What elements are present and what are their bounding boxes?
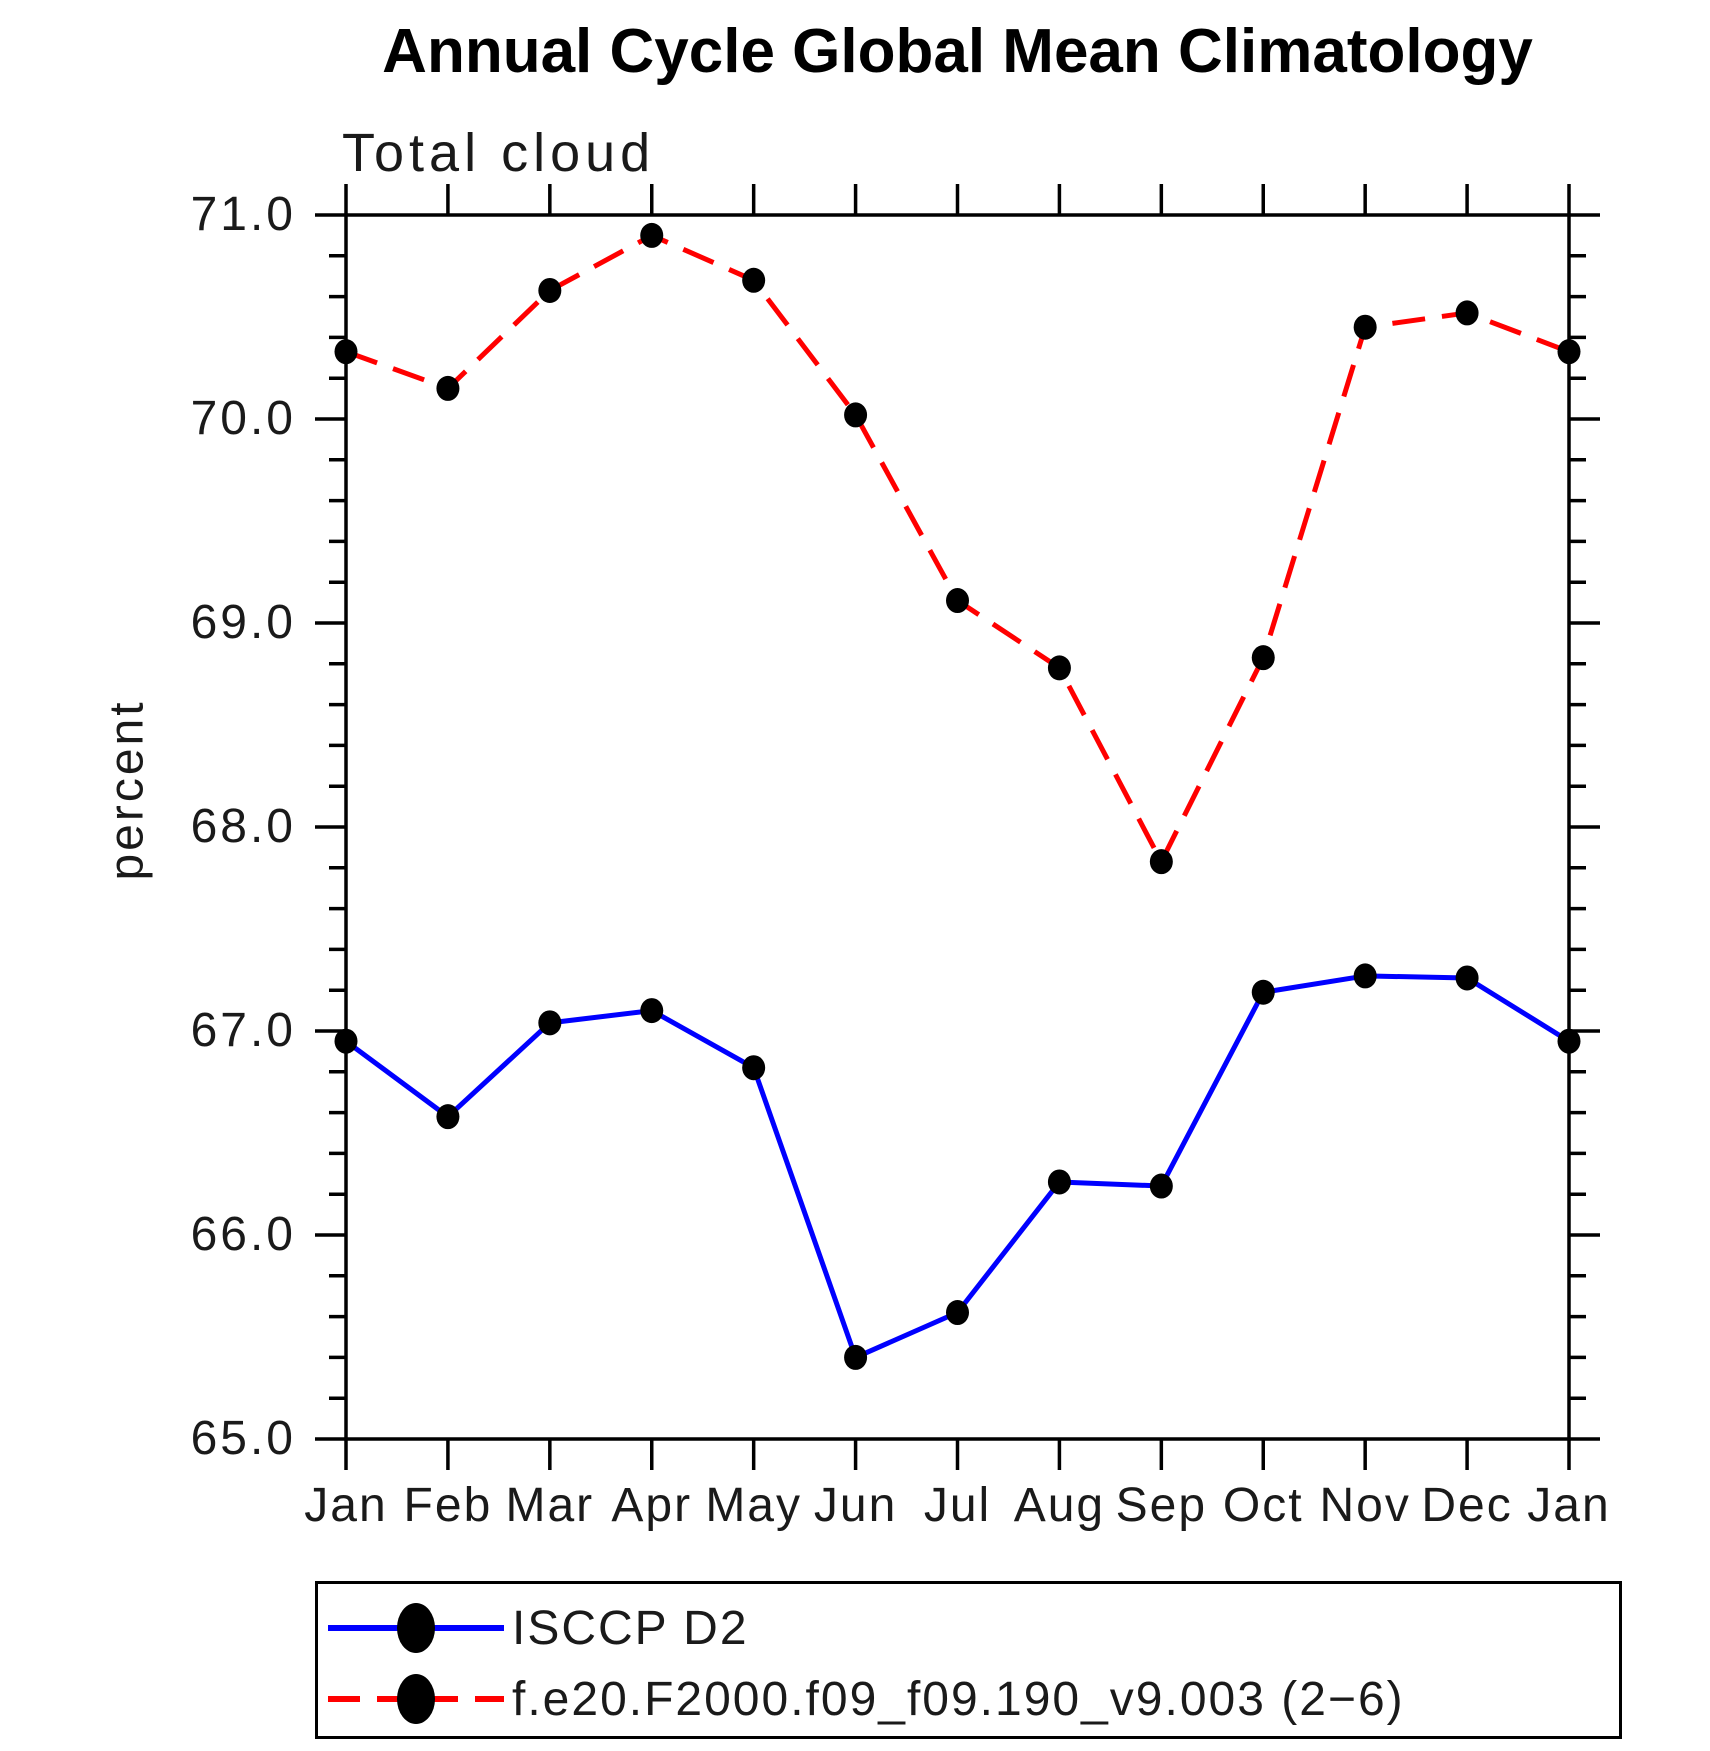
data-point-marker	[844, 402, 868, 428]
data-point-marker	[538, 1010, 562, 1036]
data-point-marker	[1149, 1173, 1173, 1199]
x-tick-label: Jun	[813, 1479, 898, 1532]
x-tick-label: Jan	[1527, 1479, 1611, 1532]
data-point-marker	[640, 222, 664, 248]
x-tick-label: Aug	[1013, 1479, 1106, 1532]
legend-marker-dot-icon	[397, 1603, 435, 1653]
chart-subtitle: Total cloud	[342, 123, 656, 183]
y-tick-label: 71.0	[190, 188, 296, 241]
y-tick-label: 70.0	[190, 392, 296, 445]
data-point-marker	[1353, 314, 1377, 340]
x-tick-label: Jul	[923, 1479, 992, 1532]
data-point-marker	[1149, 849, 1173, 875]
x-tick-label: Apr	[611, 1479, 693, 1532]
legend-label-observation: ISCCP D2	[512, 1601, 749, 1655]
data-point-marker	[946, 1300, 969, 1326]
data-point-marker	[1251, 979, 1275, 1005]
y-tick-label: 66.0	[190, 1208, 296, 1261]
data-point-marker	[538, 277, 562, 303]
data-point-marker	[1047, 655, 1071, 681]
plot-border	[344, 213, 1571, 1441]
x-tick-label: Mar	[505, 1479, 595, 1532]
data-point-marker	[1455, 965, 1479, 991]
x-tick-label: Feb	[403, 1479, 493, 1532]
y-tick-label: 69.0	[190, 596, 296, 649]
legend-row: ISCCP D2	[324, 1598, 749, 1658]
x-tick-label: Dec	[1421, 1479, 1513, 1532]
x-tick-label: Oct	[1222, 1479, 1304, 1532]
legend-sample-solid-line	[328, 1603, 504, 1653]
x-tick-label: Nov	[1319, 1479, 1411, 1532]
legend-row: f.e20.F2000.f09_f09.190_v9.003 (2−6)	[324, 1669, 1405, 1729]
data-point-marker	[946, 588, 969, 614]
data-point-marker	[742, 1055, 766, 1081]
y-tick-label: 65.0	[190, 1412, 296, 1465]
data-point-marker	[1047, 1169, 1071, 1195]
series-line	[345, 232, 1570, 865]
data-point-marker	[1557, 1028, 1581, 1054]
chart-title: Annual Cycle Global Mean Climatology	[382, 17, 1533, 86]
data-point-marker	[1353, 963, 1377, 989]
data-point-marker	[436, 1104, 460, 1130]
x-tick-label: May	[705, 1479, 802, 1532]
legend-sample-dashed-line	[328, 1674, 504, 1724]
data-point-marker	[334, 339, 358, 365]
y-tick-label: 68.0	[190, 800, 296, 853]
y-tick-label: 67.0	[190, 1004, 296, 1057]
data-point-marker	[1251, 645, 1275, 671]
data-point-marker	[742, 267, 766, 293]
data-point-marker	[334, 1028, 358, 1054]
legend-label-model: f.e20.F2000.f09_f09.190_v9.003 (2−6)	[512, 1672, 1405, 1726]
x-tick-label: Sep	[1115, 1479, 1208, 1532]
x-tick-label: Jan	[304, 1479, 388, 1532]
data-point-marker	[640, 998, 664, 1024]
legend: ISCCP D2 f.e20.F2000.f09_f09.190_v9.003 …	[315, 1581, 1622, 1739]
data-point-marker	[1557, 339, 1581, 365]
data-point-marker	[436, 375, 460, 401]
legend-marker-dot-icon	[397, 1674, 435, 1724]
data-point-marker	[844, 1344, 868, 1370]
data-point-marker	[1455, 300, 1479, 326]
